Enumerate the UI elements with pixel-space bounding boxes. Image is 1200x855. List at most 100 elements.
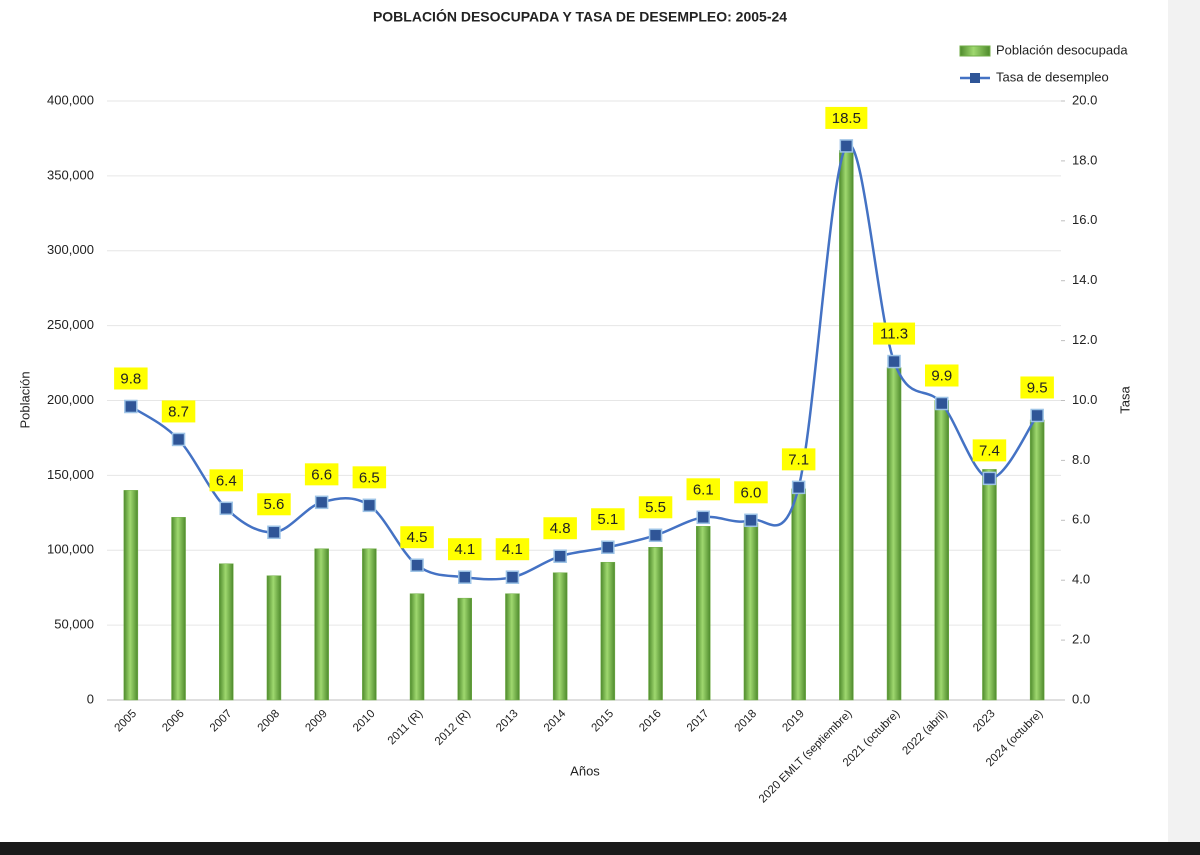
y2-tick-label: 14.0: [1072, 272, 1097, 287]
x-tick-label: 2010: [351, 708, 378, 735]
marker: [124, 399, 138, 414]
legend-label: Tasa de desempleo: [996, 69, 1109, 84]
x-tick-label: 2023: [971, 708, 998, 735]
marker: [171, 432, 186, 447]
value-label-bg: [304, 463, 339, 486]
bar: [362, 548, 377, 701]
value-label: 6.1: [693, 481, 714, 498]
bar: [552, 572, 568, 701]
x-tick-label: 2011 (R): [386, 708, 426, 748]
value-label: 4.8: [550, 520, 571, 537]
marker: [362, 498, 377, 513]
value-label-bg: [686, 478, 720, 501]
value-label-bg: [114, 367, 148, 390]
bar: [648, 547, 663, 701]
value-label-bg: [543, 517, 577, 540]
value-label-bg: [448, 538, 482, 561]
legend-swatch: [959, 45, 991, 57]
y-tick-label: 100,000: [47, 542, 94, 557]
marker: [935, 396, 949, 411]
y2-axis-title: Tasa: [1117, 386, 1132, 414]
bar: [505, 593, 520, 701]
value-label: 8.7: [168, 403, 189, 420]
marker: [601, 540, 615, 555]
x-axis-title: Años: [570, 763, 600, 778]
y-tick-label: 300,000: [47, 242, 94, 257]
x-tick-label: 2005: [113, 708, 140, 735]
value-label-bg: [209, 469, 243, 492]
value-label: 11.3: [880, 326, 908, 343]
value-label: 4.1: [502, 541, 523, 558]
x-tick-label: 2006: [160, 708, 187, 735]
value-label: 9.9: [931, 367, 952, 384]
bar: [743, 523, 759, 701]
marker: [887, 354, 901, 369]
marker: [791, 480, 806, 495]
value-label-bg: [781, 448, 816, 471]
marker: [458, 570, 472, 584]
value-label: 6.5: [359, 469, 380, 486]
bar: [886, 367, 902, 701]
taskbar: [0, 842, 1200, 855]
value-label: 6.4: [216, 472, 237, 489]
y-tick-label: 50,000: [54, 617, 94, 632]
bar: [123, 490, 139, 701]
bar: [409, 593, 425, 701]
bar: [219, 563, 234, 701]
value-label-bg: [925, 364, 959, 387]
x-tick-label: 2019: [780, 708, 807, 735]
y-tick-label: 250,000: [47, 317, 94, 332]
value-label: 6.6: [311, 466, 332, 483]
bar: [696, 526, 711, 701]
x-tick-label: 2009: [303, 708, 330, 735]
y-tick-label: 200,000: [47, 392, 94, 407]
value-label-bg: [825, 106, 868, 129]
value-label-bg: [400, 526, 434, 549]
y-tick-label: 0: [87, 691, 94, 706]
bar: [600, 561, 616, 701]
value-label: 4.1: [454, 541, 475, 558]
value-label-bg: [638, 496, 673, 519]
bar: [171, 517, 186, 701]
marker: [267, 525, 281, 540]
value-label-bg: [352, 466, 387, 489]
x-tick-label: 2008: [256, 708, 283, 735]
value-label: 5.6: [264, 496, 285, 513]
x-tick-label: 2022 (abril): [900, 708, 950, 758]
y-tick-label: 350,000: [47, 167, 94, 182]
value-label-bg: [161, 400, 196, 423]
bar: [791, 488, 806, 701]
legend-label: Población desocupada: [996, 42, 1128, 57]
marker: [314, 495, 329, 510]
value-label-bg: [495, 538, 530, 561]
value-label-bg: [591, 508, 625, 531]
marker: [744, 513, 758, 528]
bar: [934, 400, 949, 701]
y2-tick-label: 2.0: [1072, 632, 1090, 647]
y2-tick-label: 10.0: [1072, 392, 1097, 407]
value-label-bg: [1020, 376, 1054, 399]
side-margin: [1168, 0, 1200, 855]
legend-marker: [970, 73, 980, 83]
x-tick-label: 2020 EMLT (septiembre): [757, 708, 855, 806]
value-label: 7.1: [788, 451, 809, 468]
y-axis-title: Población: [17, 371, 32, 428]
value-label: 7.4: [979, 442, 1000, 459]
value-label-bg: [257, 493, 291, 516]
x-tick-label: 2007: [208, 708, 235, 735]
y2-tick-label: 12.0: [1072, 332, 1097, 347]
marker: [1030, 408, 1044, 423]
value-label-bg: [734, 481, 768, 504]
value-label: 4.5: [407, 529, 428, 546]
bar: [266, 575, 282, 701]
x-tick-label: 2016: [637, 708, 664, 735]
value-label: 5.1: [597, 511, 618, 528]
chart-title: POBLACIÓN DESOCUPADA Y TASA DE DESEMPLEO…: [373, 8, 787, 25]
value-label: 9.8: [120, 370, 141, 387]
y-tick-label: 150,000: [47, 467, 94, 482]
y2-tick-label: 4.0: [1072, 572, 1090, 587]
x-tick-label: 2013: [494, 708, 521, 735]
marker: [505, 570, 520, 584]
bar: [314, 548, 329, 701]
